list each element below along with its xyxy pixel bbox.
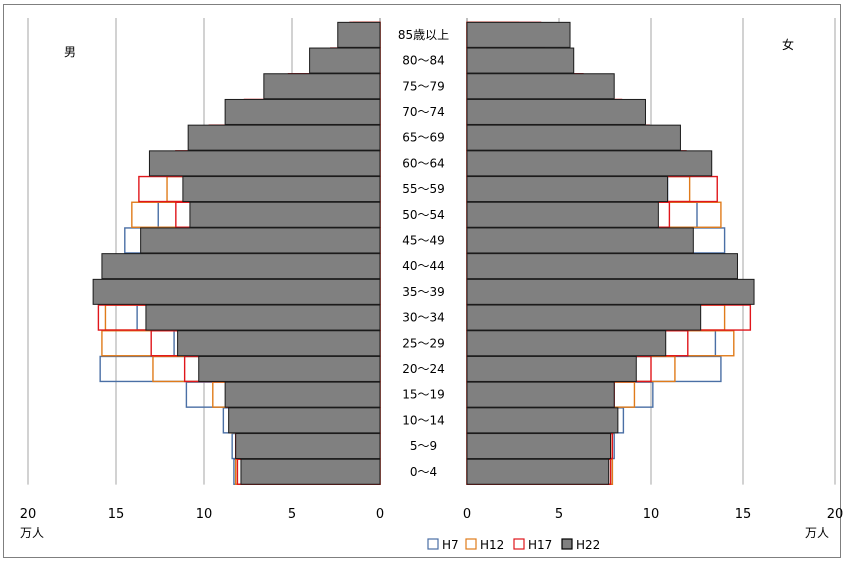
bar-female-h22 bbox=[466, 458, 610, 485]
age-group-label: 30〜34 bbox=[402, 311, 445, 325]
bar-male-h22 bbox=[189, 201, 381, 228]
legend-item-h12: H12 bbox=[465, 538, 504, 552]
chart-frame bbox=[3, 4, 841, 558]
bar-female-h22 bbox=[466, 176, 669, 203]
x-tick-label-right: 5 bbox=[555, 507, 563, 522]
x-tick-label-left: 5 bbox=[288, 507, 296, 522]
age-group-label: 45〜49 bbox=[402, 233, 445, 247]
bar-female-h22 bbox=[466, 433, 612, 460]
x-tick-label-left: 20 bbox=[20, 507, 37, 522]
bar-male-h22 bbox=[337, 21, 381, 48]
age-group-label: 35〜39 bbox=[402, 285, 445, 299]
female-side-label: 女 bbox=[782, 37, 794, 52]
legend-label: H22 bbox=[576, 538, 600, 552]
legend-swatch bbox=[561, 538, 573, 550]
bar-female-h22 bbox=[466, 21, 571, 48]
legend-swatch bbox=[427, 538, 439, 550]
bar-male-h22 bbox=[309, 47, 381, 74]
bar-male-h22 bbox=[148, 150, 381, 177]
legend-item-h22: H22 bbox=[561, 538, 600, 552]
bar-male-h22 bbox=[198, 355, 381, 382]
x-tick-label-right: 10 bbox=[643, 507, 660, 522]
bar-female-h22 bbox=[466, 304, 702, 331]
bar-male-h22 bbox=[235, 433, 381, 460]
bar-female-h22 bbox=[466, 124, 681, 151]
male-side-label: 男 bbox=[64, 45, 76, 59]
bar-female-h22 bbox=[466, 278, 755, 305]
age-group-label: 65〜69 bbox=[402, 131, 445, 145]
bar-female-h22 bbox=[466, 73, 615, 100]
legend-swatch bbox=[513, 538, 525, 550]
bar-male-h22 bbox=[101, 253, 381, 280]
x-tick-label-left: 0 bbox=[376, 507, 384, 522]
bar-male-h22 bbox=[92, 278, 381, 305]
bars bbox=[92, 21, 755, 485]
bar-female-h22 bbox=[466, 407, 619, 434]
bar-female-h22 bbox=[466, 355, 637, 382]
age-group-label: 25〜29 bbox=[402, 336, 445, 350]
age-group-label: 20〜24 bbox=[402, 362, 445, 376]
bar-male-h22 bbox=[263, 73, 381, 100]
legend-item-h17: H17 bbox=[513, 538, 552, 552]
bar-female-h22 bbox=[466, 253, 738, 280]
bar-male-h22 bbox=[177, 330, 381, 357]
bar-female-h22 bbox=[466, 98, 646, 125]
unit-label-left: 万人 bbox=[20, 526, 44, 540]
legend-label: H7 bbox=[442, 538, 459, 552]
legend-item-h7: H7 bbox=[427, 538, 459, 552]
age-group-label: 5〜9 bbox=[410, 439, 437, 453]
bar-male-h22 bbox=[182, 176, 381, 203]
bar-male-h22 bbox=[145, 304, 381, 331]
bar-female-h22 bbox=[466, 201, 659, 228]
bar-male-h22 bbox=[224, 381, 381, 408]
age-group-label: 60〜64 bbox=[402, 156, 445, 170]
age-group-label: 75〜79 bbox=[402, 79, 445, 93]
legend: H7 H12 H17 H22 bbox=[427, 538, 600, 552]
age-group-label: 10〜14 bbox=[402, 413, 445, 427]
age-group-label: 0〜4 bbox=[410, 465, 437, 479]
bar-female-h22 bbox=[466, 47, 575, 74]
legend-label: H12 bbox=[480, 538, 504, 552]
bar-female-h22 bbox=[466, 150, 713, 177]
bar-male-h22 bbox=[224, 98, 381, 125]
x-tick-label-right: 15 bbox=[735, 507, 752, 522]
age-group-label: 85歳以上 bbox=[398, 28, 449, 42]
bar-female-h22 bbox=[466, 381, 615, 408]
legend-label: H17 bbox=[528, 538, 552, 552]
age-group-label: 40〜44 bbox=[402, 259, 445, 273]
age-group-label: 55〜59 bbox=[402, 182, 445, 196]
bar-male-h22 bbox=[187, 124, 381, 151]
bar-male-h22 bbox=[140, 227, 381, 254]
age-group-label: 80〜84 bbox=[402, 54, 445, 68]
bar-female-h22 bbox=[466, 227, 694, 254]
age-group-label: 15〜19 bbox=[402, 388, 445, 402]
unit-label-right: 万人 bbox=[805, 526, 829, 540]
bar-male-h22 bbox=[228, 407, 381, 434]
age-group-label: 70〜74 bbox=[402, 105, 445, 119]
tick-labels: 0 0 5 5 10 10 15 15 20 20 bbox=[20, 507, 844, 522]
bar-male-h22 bbox=[240, 458, 381, 485]
x-tick-label-right: 20 bbox=[827, 507, 844, 522]
bar-female-h22 bbox=[466, 330, 667, 357]
x-tick-label-left: 15 bbox=[108, 507, 125, 522]
x-tick-label-left: 10 bbox=[196, 507, 213, 522]
age-group-label: 50〜54 bbox=[402, 208, 445, 222]
category-labels: 0〜4 5〜9 10〜14 15〜19 20〜24 25〜29 30〜34 35〜39 40〜4… bbox=[398, 28, 449, 479]
x-tick-label-right: 0 bbox=[463, 507, 471, 522]
legend-swatch bbox=[465, 538, 477, 550]
